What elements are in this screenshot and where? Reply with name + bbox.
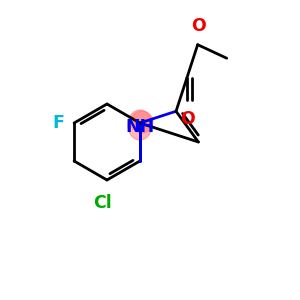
Text: O: O: [191, 17, 206, 35]
Text: O: O: [181, 110, 195, 128]
Ellipse shape: [131, 111, 153, 133]
Text: NH: NH: [125, 118, 154, 136]
Text: F: F: [52, 114, 64, 132]
Ellipse shape: [128, 110, 152, 140]
Text: Cl: Cl: [94, 194, 112, 212]
